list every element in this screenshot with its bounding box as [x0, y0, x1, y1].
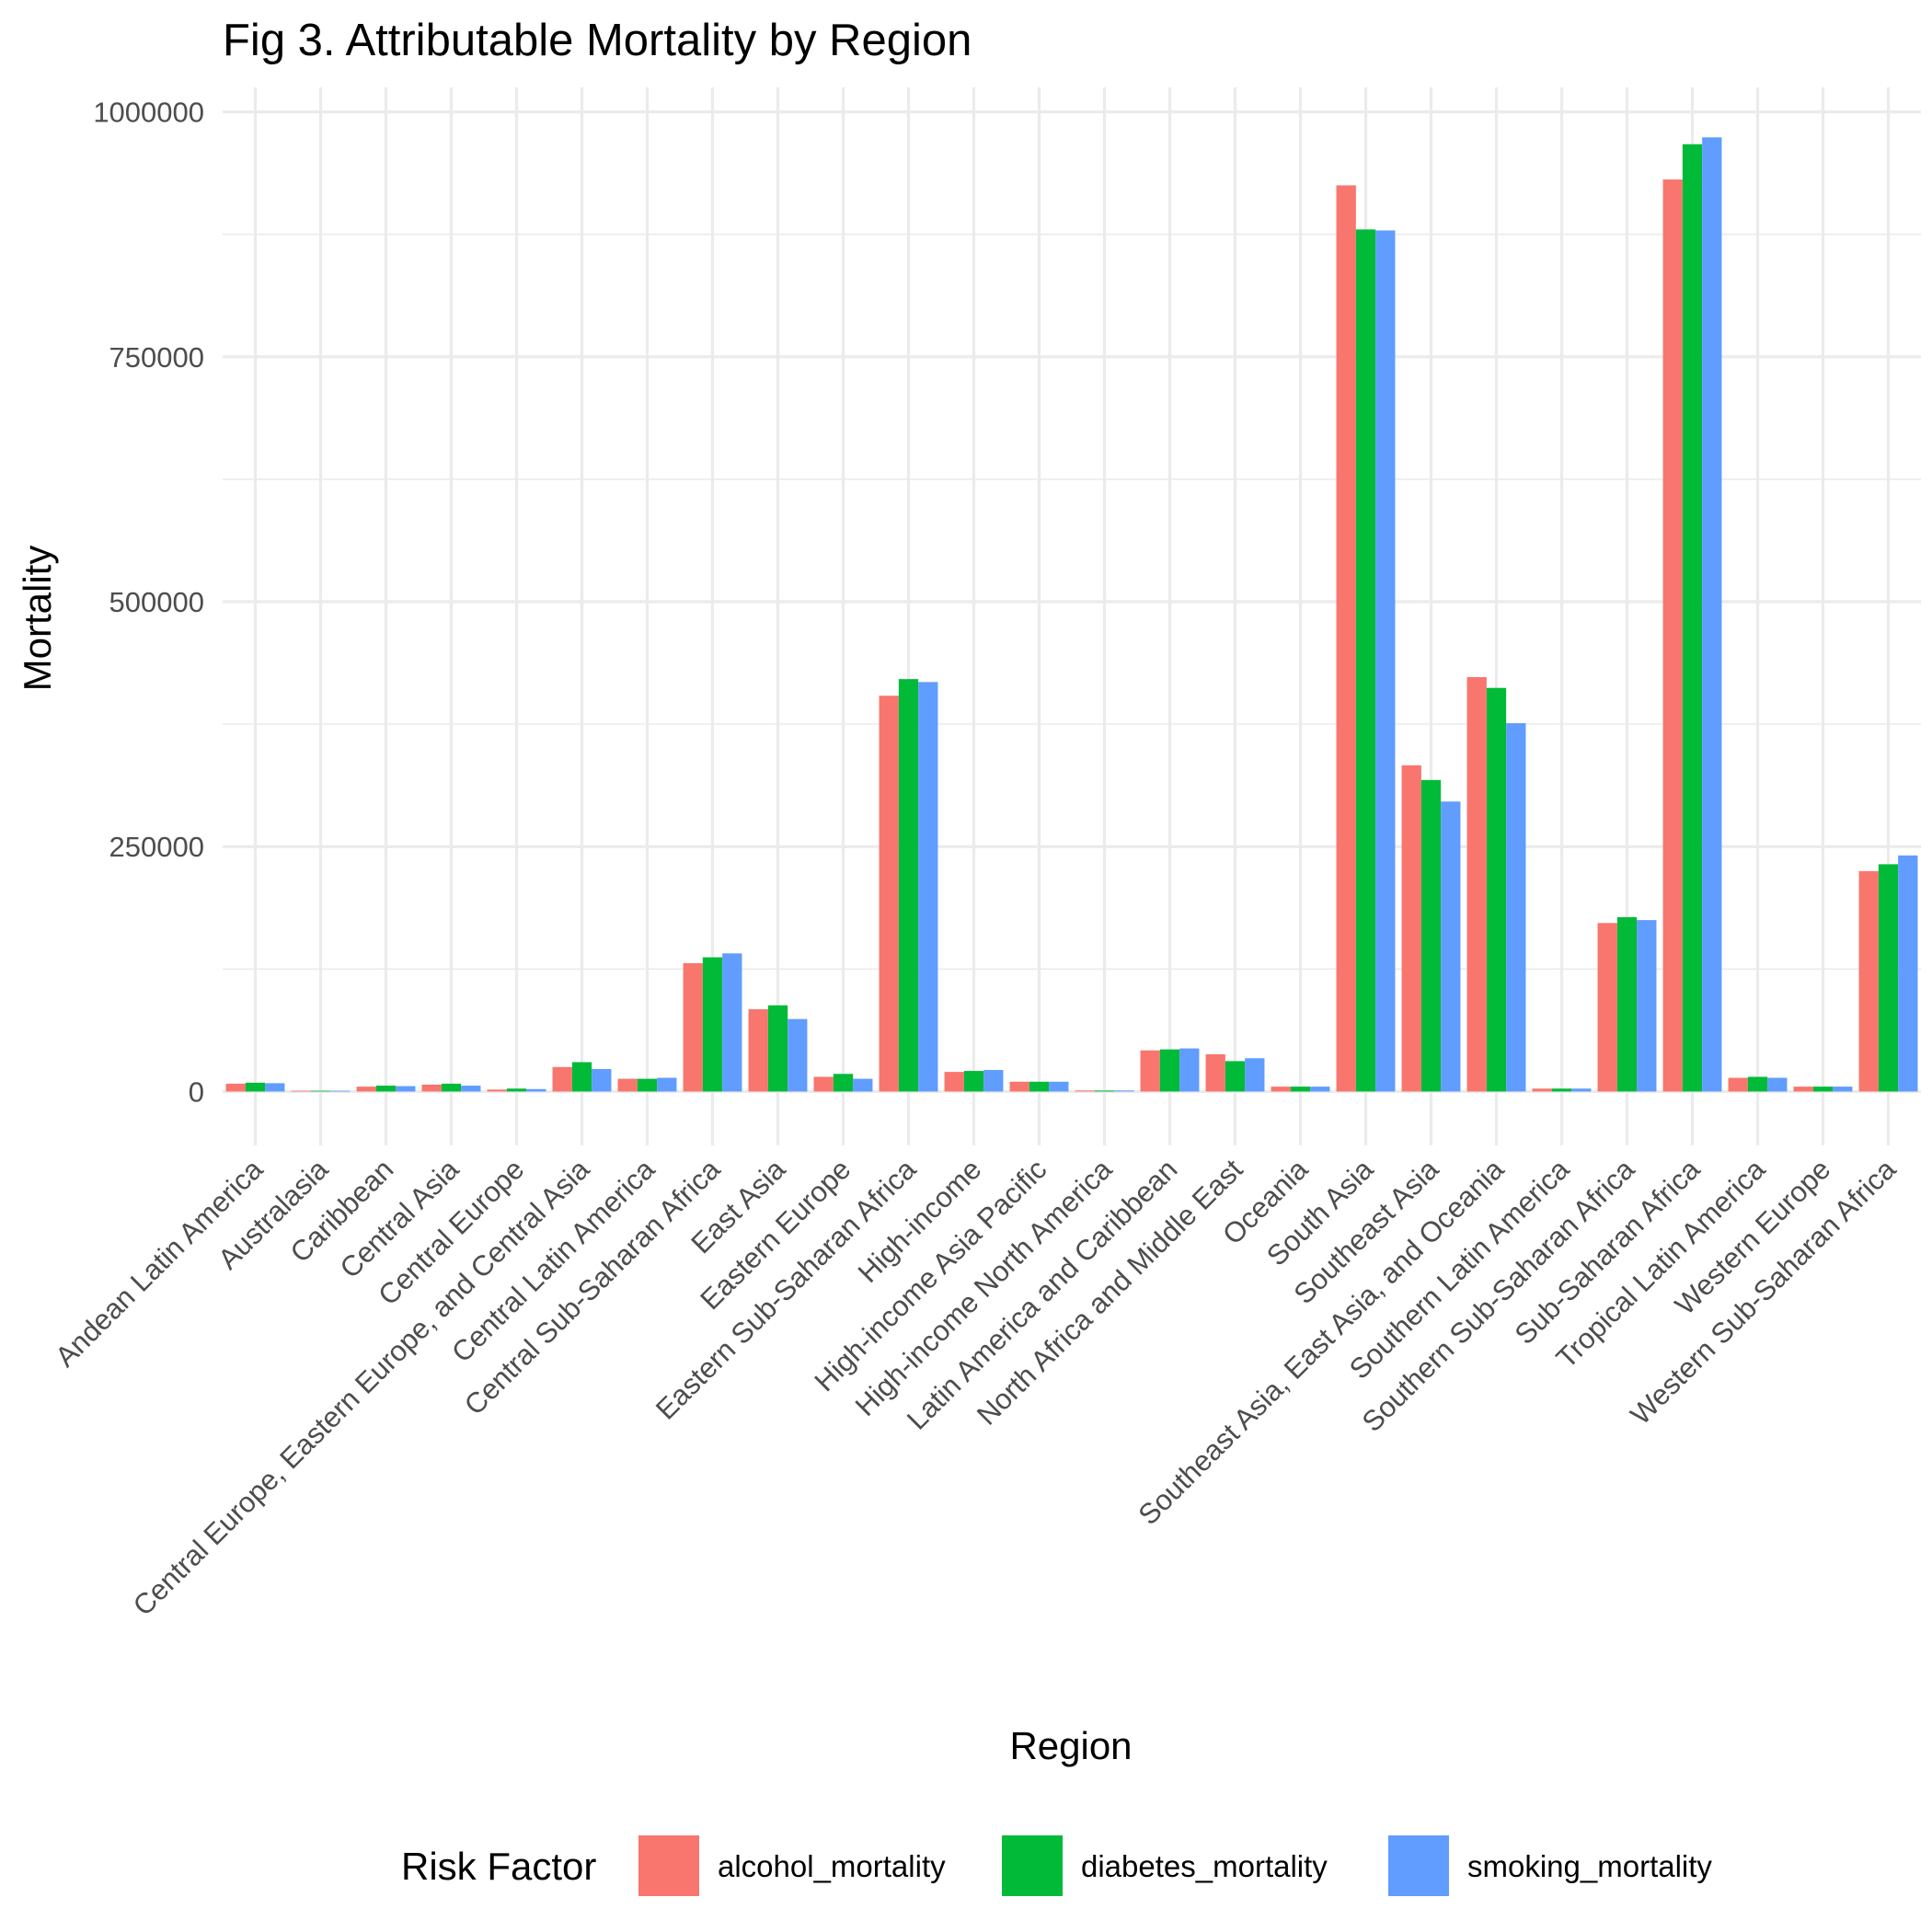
bar-alcohol_mortality — [617, 1078, 638, 1092]
bar-alcohol_mortality — [1662, 179, 1683, 1092]
bar-diabetes_mortality — [702, 957, 723, 1092]
bar-diabetes_mortality — [1486, 687, 1507, 1092]
bar-alcohol_mortality — [1728, 1077, 1748, 1092]
bar-alcohol_mortality — [1793, 1087, 1813, 1092]
bar-smoking_mortality — [1375, 230, 1396, 1092]
bar-diabetes_mortality — [898, 679, 919, 1092]
bar-smoking_mortality — [1767, 1077, 1788, 1092]
bar-alcohol_mortality — [1858, 870, 1879, 1092]
legend-key-alcohol_mortality — [638, 1835, 699, 1896]
bar-smoking_mortality — [1245, 1058, 1265, 1092]
bar-diabetes_mortality — [1747, 1076, 1768, 1092]
bar-smoking_mortality — [1441, 801, 1461, 1092]
x-axis-title: Region — [1009, 1724, 1132, 1767]
bar-alcohol_mortality — [1140, 1050, 1160, 1092]
bar-alcohol_mortality — [1532, 1088, 1552, 1092]
bar-smoking_mortality — [918, 682, 938, 1092]
bar-alcohol_mortality — [683, 962, 703, 1092]
bar-smoking_mortality — [788, 1018, 808, 1092]
bar-smoking_mortality — [592, 1068, 612, 1092]
bar-smoking_mortality — [722, 953, 742, 1092]
bar-diabetes_mortality — [1812, 1087, 1834, 1092]
bar-diabetes_mortality — [963, 1071, 984, 1092]
bar-diabetes_mortality — [245, 1082, 266, 1092]
bar-smoking_mortality — [1114, 1090, 1134, 1092]
bar-diabetes_mortality — [310, 1090, 331, 1092]
legend-label: diabetes_mortality — [1081, 1849, 1328, 1883]
bar-alcohol_mortality — [1271, 1087, 1291, 1092]
bar-smoking_mortality — [657, 1077, 677, 1092]
bar-alcohol_mortality — [1336, 185, 1356, 1092]
legend-key-diabetes_mortality — [1002, 1835, 1063, 1896]
bar-alcohol_mortality — [291, 1090, 311, 1092]
bar-alcohol_mortality — [944, 1072, 964, 1092]
bar-smoking_mortality — [1702, 137, 1722, 1092]
bar-alcohol_mortality — [1075, 1090, 1095, 1092]
bar-smoking_mortality — [1310, 1087, 1330, 1092]
bar-diabetes_mortality — [1878, 864, 1899, 1092]
bar-diabetes_mortality — [506, 1088, 527, 1092]
y-tick-label: 250000 — [109, 831, 204, 863]
bar-diabetes_mortality — [1029, 1081, 1050, 1092]
bar-diabetes_mortality — [1225, 1061, 1246, 1092]
bar-diabetes_mortality — [375, 1086, 397, 1092]
bar-diabetes_mortality — [1420, 779, 1442, 1092]
bar-diabetes_mortality — [441, 1083, 462, 1092]
bar-alcohol_mortality — [879, 696, 899, 1092]
bar-smoking_mortality — [1898, 855, 1918, 1092]
bar-smoking_mortality — [1506, 723, 1526, 1092]
legend-label: smoking_mortality — [1467, 1849, 1712, 1883]
bars — [225, 137, 1918, 1092]
bar-smoking_mortality — [461, 1086, 481, 1092]
bar-alcohol_mortality — [1009, 1081, 1029, 1092]
bar-diabetes_mortality — [1551, 1088, 1572, 1092]
bar-alcohol_mortality — [748, 1008, 768, 1092]
bar-smoking_mortality — [1637, 920, 1657, 1092]
bar-diabetes_mortality — [1616, 916, 1638, 1092]
legend-key-smoking_mortality — [1388, 1835, 1449, 1896]
bar-diabetes_mortality — [1159, 1049, 1180, 1092]
bar-smoking_mortality — [1833, 1087, 1853, 1092]
legend-title: Risk Factor — [401, 1845, 596, 1888]
bar-smoking_mortality — [1049, 1081, 1069, 1092]
bar-alcohol_mortality — [552, 1066, 572, 1092]
y-tick-label: 0 — [189, 1075, 204, 1108]
bar-alcohol_mortality — [1597, 923, 1617, 1092]
bar-diabetes_mortality — [833, 1074, 854, 1092]
y-tick-label: 750000 — [109, 341, 204, 374]
bar-diabetes_mortality — [1094, 1090, 1115, 1092]
bar-alcohol_mortality — [487, 1089, 507, 1092]
bar-diabetes_mortality — [1355, 229, 1376, 1092]
bar-diabetes_mortality — [1290, 1087, 1311, 1092]
bar-smoking_mortality — [265, 1083, 285, 1092]
bar-smoking_mortality — [983, 1070, 1004, 1092]
y-axis-title: Mortality — [16, 546, 59, 692]
legend-label: alcohol_mortality — [718, 1849, 946, 1883]
bar-alcohol_mortality — [1205, 1053, 1225, 1092]
chart-title: Fig 3. Attributable Mortality by Region — [223, 16, 972, 65]
bar-alcohol_mortality — [813, 1076, 834, 1092]
bar-alcohol_mortality — [1401, 765, 1421, 1092]
bar-alcohol_mortality — [1466, 677, 1487, 1092]
bar-smoking_mortality — [396, 1086, 416, 1092]
bar-alcohol_mortality — [356, 1087, 376, 1092]
bar-smoking_mortality — [853, 1078, 873, 1092]
y-tick-label: 500000 — [109, 586, 204, 618]
bar-diabetes_mortality — [637, 1078, 658, 1092]
legend: Risk Factor alcohol_mortality diabetes_mo… — [401, 1835, 1712, 1896]
bar-alcohol_mortality — [225, 1083, 246, 1092]
bar-diabetes_mortality — [767, 1005, 788, 1092]
bar-smoking_mortality — [526, 1088, 546, 1092]
bar-smoking_mortality — [1179, 1048, 1200, 1092]
bar-smoking_mortality — [1571, 1088, 1592, 1092]
bar-smoking_mortality — [330, 1090, 351, 1092]
y-axis-ticks: 0 250000 500000 750000 1000000 — [93, 97, 204, 1109]
y-tick-label: 1000000 — [93, 97, 204, 129]
bar-diabetes_mortality — [571, 1062, 592, 1092]
bar-diabetes_mortality — [1682, 144, 1703, 1092]
bar-alcohol_mortality — [421, 1084, 442, 1092]
